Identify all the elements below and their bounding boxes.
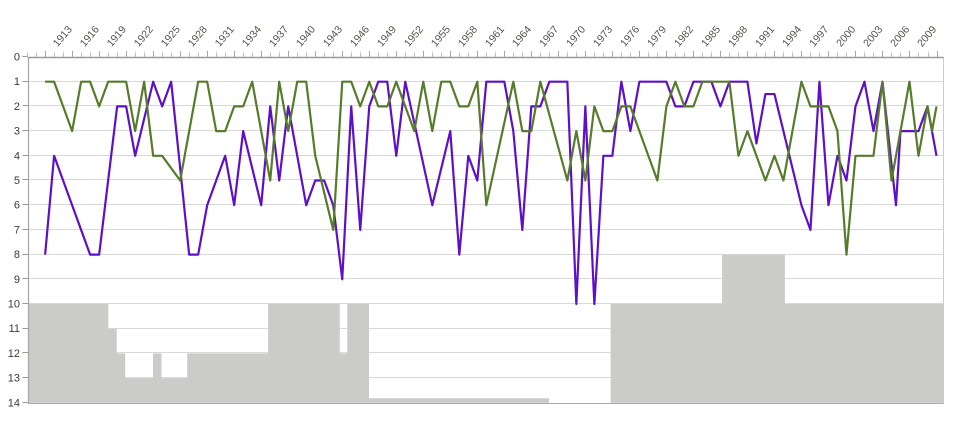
svg-text:6: 6 [14, 200, 20, 212]
svg-text:11: 11 [9, 323, 20, 335]
svg-text:1: 1 [14, 76, 20, 88]
svg-text:10: 10 [8, 299, 20, 311]
svg-text:3: 3 [14, 126, 20, 138]
svg-text:0: 0 [14, 52, 20, 64]
svg-text:9: 9 [14, 274, 20, 286]
svg-text:12: 12 [8, 348, 20, 360]
svg-text:8: 8 [14, 249, 20, 261]
svg-text:2: 2 [14, 101, 20, 113]
svg-text:14: 14 [8, 397, 20, 409]
svg-text:5: 5 [14, 175, 20, 187]
svg-text:7: 7 [14, 224, 20, 236]
svg-text:4: 4 [14, 150, 20, 162]
svg-text:13: 13 [8, 373, 20, 385]
